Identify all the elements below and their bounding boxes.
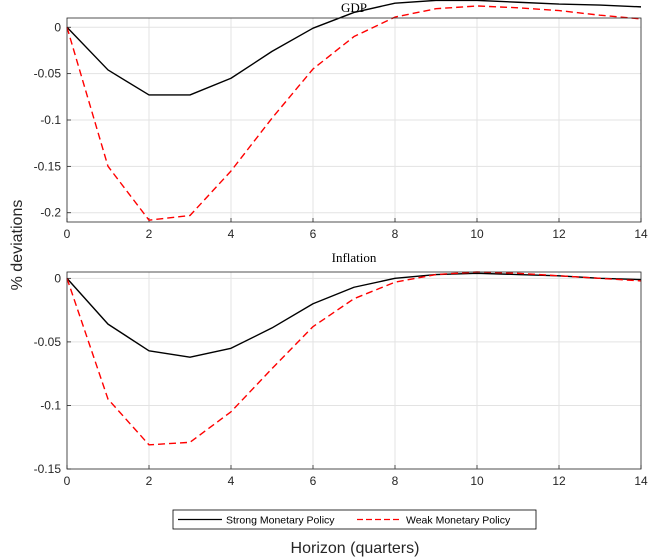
inflation-x-tick-label: 10 xyxy=(470,474,484,488)
inflation-y-tick-label: 0 xyxy=(54,271,61,285)
inflation-x-tick-label: 4 xyxy=(228,474,235,488)
gdp-y-tick-label: 0 xyxy=(54,20,61,34)
inflation-x-tick-label: 12 xyxy=(552,474,566,488)
gdp-y-tick-label: -0.1 xyxy=(40,113,61,127)
inflation-x-tick-label: 6 xyxy=(310,474,317,488)
gdp-panel: 0 2 4 6 8 10 12 14 0 -0.05 -0.1 -0.15 -0.2 GDP xyxy=(34,0,648,241)
gdp-x-tick-label: 12 xyxy=(552,227,566,241)
gdp-x-tick-label: 8 xyxy=(392,227,399,241)
legend: Strong Monetary Policy Weak Monetary Pol… xyxy=(172,509,537,530)
inflation-series-weak-line xyxy=(66,271,642,446)
gdp-series-strong-line xyxy=(66,0,642,96)
gdp-x-tick-label: 6 xyxy=(310,227,317,241)
inflation-y-tick-label: -0.15 xyxy=(34,462,62,476)
inflation-y-tick-label: -0.1 xyxy=(40,398,61,412)
gdp-x-tick-label: 10 xyxy=(470,227,484,241)
inflation-axes-frame xyxy=(66,271,642,470)
y-axis-label: % deviations xyxy=(9,200,26,291)
gdp-x-tick-label: 0 xyxy=(64,227,71,241)
legend-box xyxy=(172,509,537,530)
inflation-x-tick-label: 0 xyxy=(64,474,71,488)
inflation-title: Inflation xyxy=(332,250,377,265)
gdp-y-tick-label: -0.2 xyxy=(40,206,61,220)
gdp-x-tick-label: 14 xyxy=(634,227,648,241)
legend-label-strong: Strong Monetary Policy xyxy=(226,515,335,527)
legend-label-weak: Weak Monetary Policy xyxy=(406,515,511,527)
inflation-y-tick-label: -0.05 xyxy=(34,335,62,349)
inflation-x-tick-label: 14 xyxy=(634,474,648,488)
inflation-plot-area xyxy=(67,272,641,469)
gdp-x-tick-label: 4 xyxy=(228,227,235,241)
gdp-y-tick-label: -0.05 xyxy=(34,67,62,81)
gdp-x-tick-label: 2 xyxy=(146,227,153,241)
inflation-x-tick-label: 8 xyxy=(392,474,399,488)
gdp-title: GDP xyxy=(341,0,367,15)
inflation-panel: 0 2 4 6 8 10 12 14 0 -0.05 -0.1 -0.15 Inflation xyxy=(34,250,648,488)
gdp-axes-frame xyxy=(66,17,642,223)
x-axis-label: Horizon (quarters) xyxy=(291,540,420,557)
gdp-y-tick-label: -0.15 xyxy=(34,159,62,173)
inflation-x-tick-label: 2 xyxy=(146,474,153,488)
gdp-series-weak-line xyxy=(66,5,642,221)
